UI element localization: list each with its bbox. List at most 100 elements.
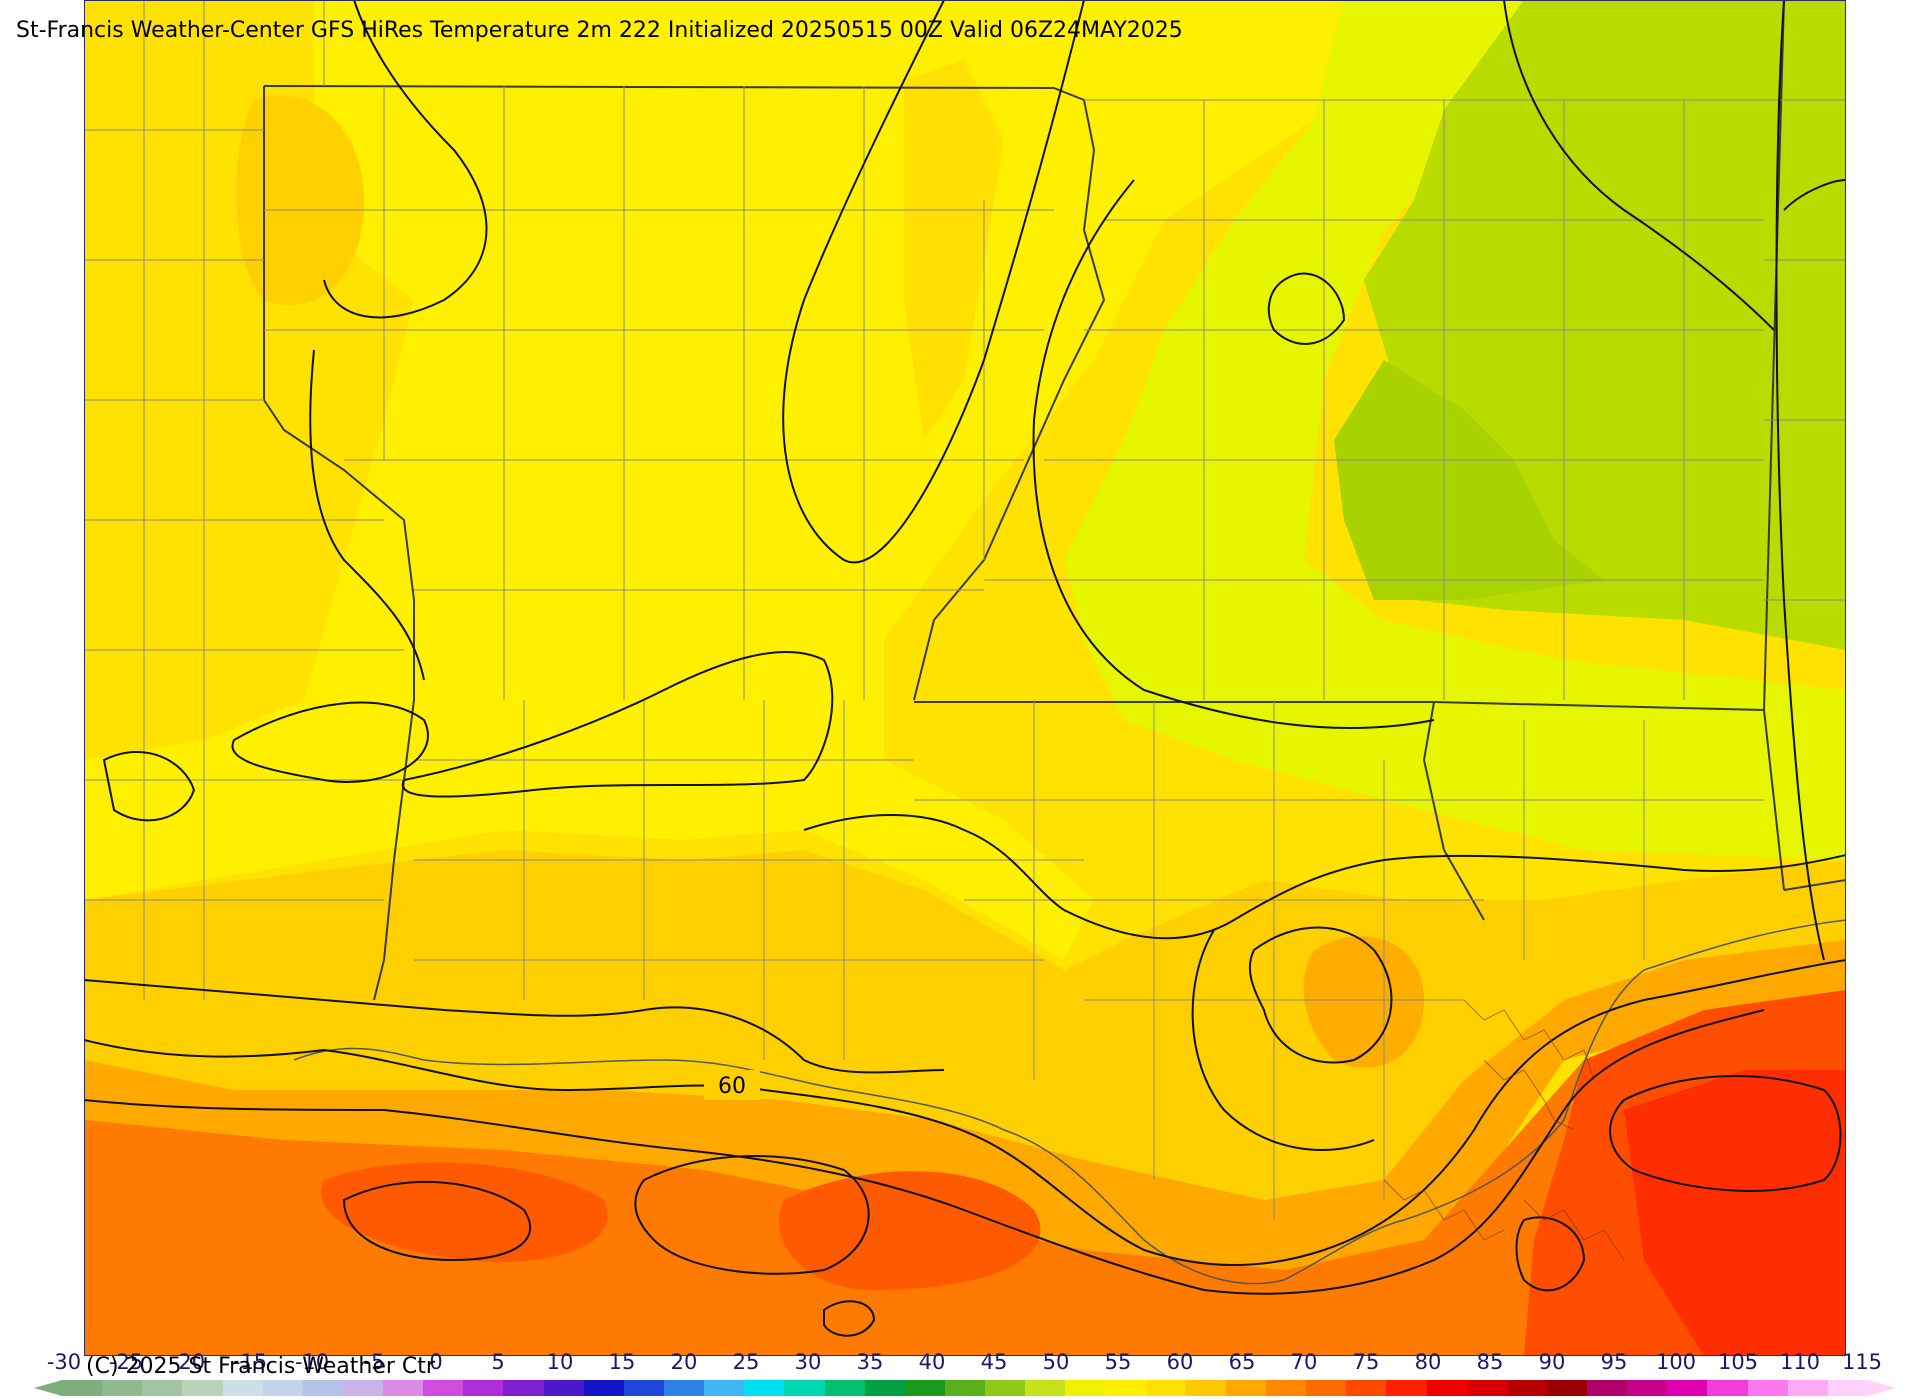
colorbar-swatch — [142, 1380, 183, 1396]
colorbar-swatch — [1787, 1380, 1829, 1396]
colorbar-swatch — [1346, 1380, 1387, 1396]
colorbar-swatch — [904, 1380, 946, 1396]
colorbar-tick-label: -10 — [294, 1350, 330, 1374]
band-lime — [1064, 0, 1846, 860]
colorbar-swatch — [1225, 1380, 1267, 1396]
copyright-text: (C) 2025 St Francis Weather Ctr — [86, 1354, 435, 1379]
colorbar-high-arrow — [1868, 1380, 1896, 1396]
colorbar-swatch — [985, 1380, 1026, 1396]
colorbar-tick-label: 30 — [794, 1350, 822, 1374]
colorbar-swatch — [1747, 1380, 1789, 1396]
colorbar-tick-label: 90 — [1538, 1350, 1566, 1374]
colorbar-swatch — [1466, 1380, 1508, 1396]
colorbar-swatch — [342, 1380, 384, 1396]
colorbar-tick-label: 105 — [1717, 1350, 1759, 1374]
colorbar-swatch — [1667, 1380, 1708, 1396]
colorbar-tick-labels: -30 -25 -20 -15 -10 -5 0 5 10 15 20 25 30 35 40 45 50 55 6… — [0, 1350, 1920, 1378]
colorbar-low-arrow — [34, 1380, 62, 1396]
map-title: St-Francis Weather-Center GFS HiRes Temp… — [16, 18, 1183, 43]
colorbar-swatch — [784, 1380, 826, 1396]
colorbar-tick-label: 85 — [1476, 1350, 1504, 1374]
pocket-warm-mid — [778, 1171, 1041, 1290]
coastal-marsh-detail — [1383, 999, 1625, 1261]
colorbar-tick-label: -20 — [170, 1350, 206, 1374]
colorbar-swatch — [1386, 1380, 1428, 1396]
colorbar-tick-label: -30 — [46, 1350, 82, 1374]
contour-label-60: 60 — [718, 1074, 746, 1099]
band-yellow — [84, 0, 1344, 960]
colorbar-swatch — [222, 1380, 264, 1396]
colorbar-swatch — [1306, 1380, 1347, 1396]
colorbar-swatch — [864, 1380, 906, 1396]
pocket-mississippi-coast — [1303, 936, 1424, 1068]
pocket-arkansas — [904, 60, 1004, 440]
colorbar-swatch — [1627, 1380, 1668, 1396]
colorbar-swatch — [1546, 1380, 1588, 1396]
colorbar-swatch — [1105, 1380, 1147, 1396]
colorbar-tick-label: 25 — [732, 1350, 760, 1374]
colorbar-tick-label: 70 — [1290, 1350, 1318, 1374]
county-lines — [84, 0, 1846, 1220]
colorbar-swatch — [1145, 1380, 1187, 1396]
colorbar-swatch — [583, 1380, 625, 1396]
colorbar-swatch — [1506, 1380, 1548, 1396]
colorbar-swatch — [182, 1380, 224, 1396]
colorbar-tick-label: 50 — [1042, 1350, 1070, 1374]
colorbar-swatch — [1587, 1380, 1628, 1396]
band-green-dark — [1334, 360, 1604, 600]
colorbar-swatch — [543, 1380, 585, 1396]
pocket-warm-west — [320, 1162, 608, 1262]
colorbar-swatch — [1185, 1380, 1227, 1396]
colorbar-tick-label: 95 — [1600, 1350, 1628, 1374]
colorbar-tick-label: 15 — [608, 1350, 636, 1374]
colorbar-swatch — [704, 1380, 745, 1396]
map-border — [84, 0, 1846, 1356]
colorbar-tick-label: 80 — [1414, 1350, 1442, 1374]
band-orange-deep — [84, 990, 1846, 1356]
colorbar-swatch — [1707, 1380, 1749, 1396]
band-red — [1624, 1070, 1846, 1356]
colorbar-tick-label: 65 — [1228, 1350, 1256, 1374]
colorbar-tick-label: 40 — [918, 1350, 946, 1374]
colorbar-swatch — [623, 1380, 665, 1396]
colorbar-tick-label: 60 — [1166, 1350, 1194, 1374]
colorbar-swatch — [1065, 1380, 1106, 1396]
colorbar-swatch — [944, 1380, 986, 1396]
colorbar — [34, 1380, 1896, 1396]
colorbar-swatch — [1426, 1380, 1468, 1396]
colorbar-swatch — [262, 1380, 304, 1396]
colorbar-tick-label: 100 — [1655, 1350, 1697, 1374]
colorbar-tick-label: 55 — [1104, 1350, 1132, 1374]
colorbar-swatch — [664, 1380, 705, 1396]
colorbar-swatch — [383, 1380, 424, 1396]
colorbar-swatch — [824, 1380, 866, 1396]
colorbar-tick-label: 5 — [491, 1350, 505, 1374]
colorbar-tick-label: 115 — [1841, 1350, 1883, 1374]
colorbar-swatch — [1025, 1380, 1066, 1396]
colorbar-swatch — [302, 1380, 344, 1396]
band-orange — [84, 940, 1846, 1300]
coastline — [293, 919, 1846, 1285]
colorbar-tick-label: 35 — [856, 1350, 884, 1374]
colorbar-swatch — [62, 1380, 103, 1396]
pocket-texas-north — [235, 95, 364, 306]
colorbar-tick-label: 45 — [980, 1350, 1008, 1374]
colorbar-tick-label: -25 — [108, 1350, 144, 1374]
colorbar-tick-label: 75 — [1352, 1350, 1380, 1374]
colorbar-tick-label: -5 — [363, 1350, 385, 1374]
colorbar-tick-label: 20 — [670, 1350, 698, 1374]
colorbar-swatch — [744, 1380, 785, 1396]
isotherm-contours — [84, 0, 1846, 1337]
colorbar-swatch — [102, 1380, 143, 1396]
colorbar-swatch — [423, 1380, 464, 1396]
colorbar-tick-label: 10 — [546, 1350, 574, 1374]
colorbar-swatch — [1266, 1380, 1307, 1396]
colorbar-swatch — [503, 1380, 545, 1396]
map-frame: 60 — [84, 0, 1846, 1356]
colorbar-tick-label: 110 — [1779, 1350, 1821, 1374]
colorbar-swatch — [1827, 1380, 1869, 1396]
colorbar-tick-label: 0 — [429, 1350, 443, 1374]
temperature-map: 60 — [84, 0, 1846, 1356]
colorbar-tick-label: -15 — [232, 1350, 268, 1374]
colorbar-swatch — [463, 1380, 504, 1396]
